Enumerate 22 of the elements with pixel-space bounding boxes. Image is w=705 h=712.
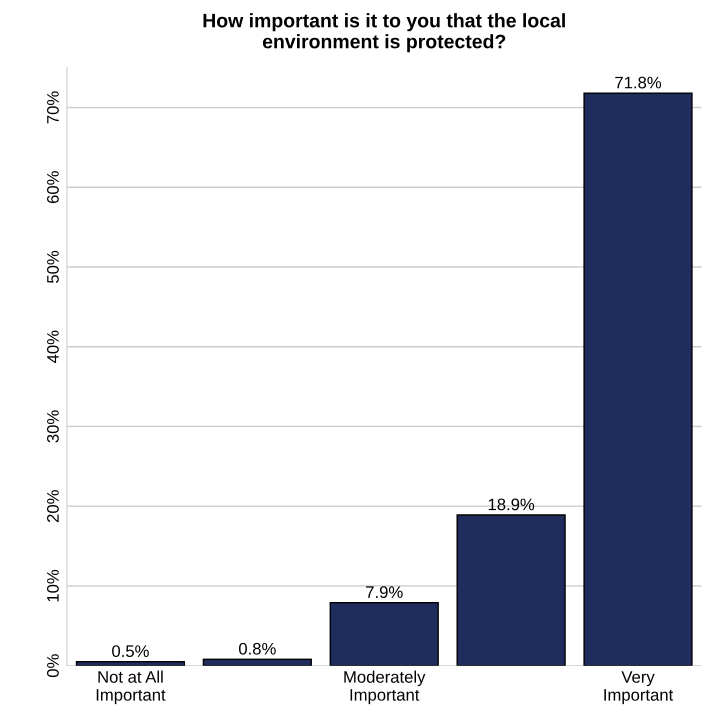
data-label: 0.8% xyxy=(238,642,276,655)
bar xyxy=(456,514,566,666)
data-label: 0.5% xyxy=(112,645,149,658)
y-tick-label: 10% xyxy=(47,570,59,602)
bar xyxy=(202,658,312,666)
data-label: 18.9% xyxy=(488,498,534,510)
y-tick-label: 20% xyxy=(47,490,59,522)
y-tick-label: 30% xyxy=(47,410,59,443)
data-label: 71.8% xyxy=(615,76,662,88)
bar xyxy=(330,602,439,666)
y-tick-label: 60% xyxy=(47,171,59,204)
x-tick-label: Not at All Important xyxy=(96,670,166,704)
y-tick-label: 0% xyxy=(47,654,59,678)
bar xyxy=(583,92,693,666)
y-tick-label: 40% xyxy=(47,330,59,364)
y-tick-label: 70% xyxy=(47,91,59,124)
x-tick-label: Moderately Important xyxy=(344,670,426,704)
chart-title: How important is it to you that the local environment is protected? xyxy=(204,13,565,52)
bar xyxy=(76,661,186,666)
y-tick-label: 50% xyxy=(47,250,59,284)
data-label: 7.9% xyxy=(366,586,403,598)
x-tick-label: Very Important xyxy=(604,671,674,704)
